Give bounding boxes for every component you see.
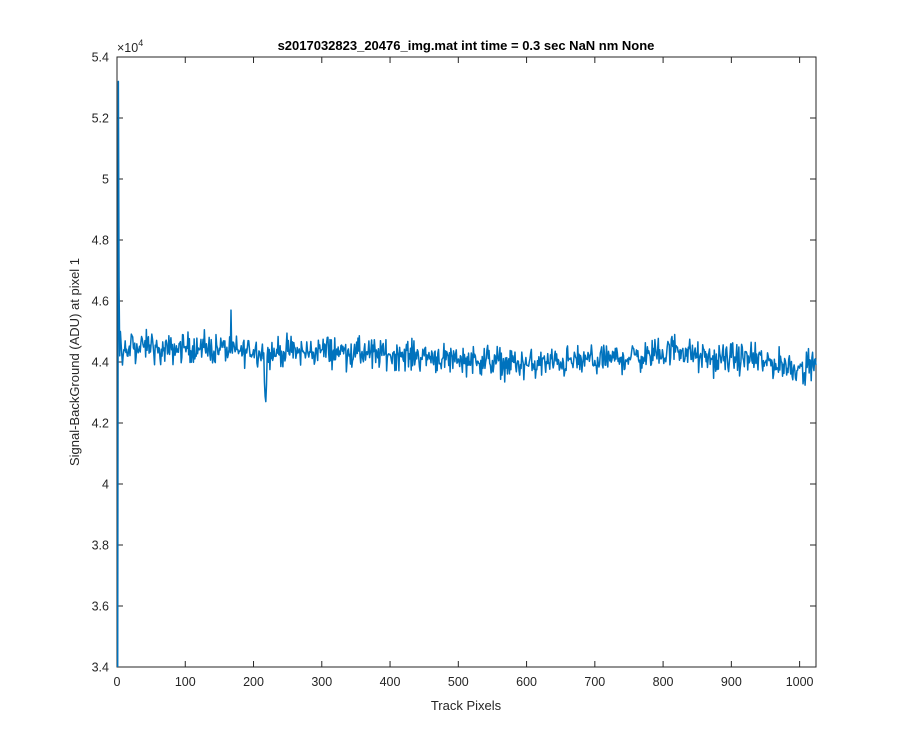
x-tick-label: 100 <box>175 675 196 689</box>
y-axis-exponent: ×104 <box>117 38 143 55</box>
x-tick-label: 300 <box>311 675 332 689</box>
y-axis-exponent-base: ×10 <box>117 41 138 55</box>
y-tick-label: 4 <box>102 478 109 492</box>
x-axis-label: Track Pixels <box>431 698 502 713</box>
x-tick-label: 700 <box>584 675 605 689</box>
y-tick-label: 5.2 <box>92 112 109 126</box>
chart-title: s2017032823_20476_img.mat int time = 0.3… <box>278 38 655 53</box>
x-tick-label: 200 <box>243 675 264 689</box>
y-tick-label: 4.4 <box>92 356 109 370</box>
y-tick-label: 3.4 <box>92 661 109 675</box>
y-axis-exponent-power: 4 <box>138 38 143 48</box>
y-tick-label: 3.8 <box>92 539 109 553</box>
y-axis-label: Signal-BackGround (ADU) at pixel 1 <box>67 258 82 466</box>
x-tick-label: 800 <box>653 675 674 689</box>
x-tick-label: 0 <box>114 675 121 689</box>
x-tick-label: 500 <box>448 675 469 689</box>
x-tick-label: 600 <box>516 675 537 689</box>
y-tick-label: 4.6 <box>92 295 109 309</box>
plot-area: 0 100 200 300 400 500 600 700 800 900 1000 3.4 3.6 3.… <box>92 51 817 689</box>
signal-series-line <box>116 80 817 668</box>
y-tick-label: 4.2 <box>92 417 109 431</box>
y-tick-label: 5.4 <box>92 51 109 65</box>
x-tick-label: 1000 <box>786 675 814 689</box>
y-tick-label: 3.6 <box>92 600 109 614</box>
y-tick-label: 5 <box>102 173 109 187</box>
y-tick-label: 4.8 <box>92 234 109 248</box>
x-tick-label: 400 <box>380 675 401 689</box>
x-tick-label: 900 <box>721 675 742 689</box>
